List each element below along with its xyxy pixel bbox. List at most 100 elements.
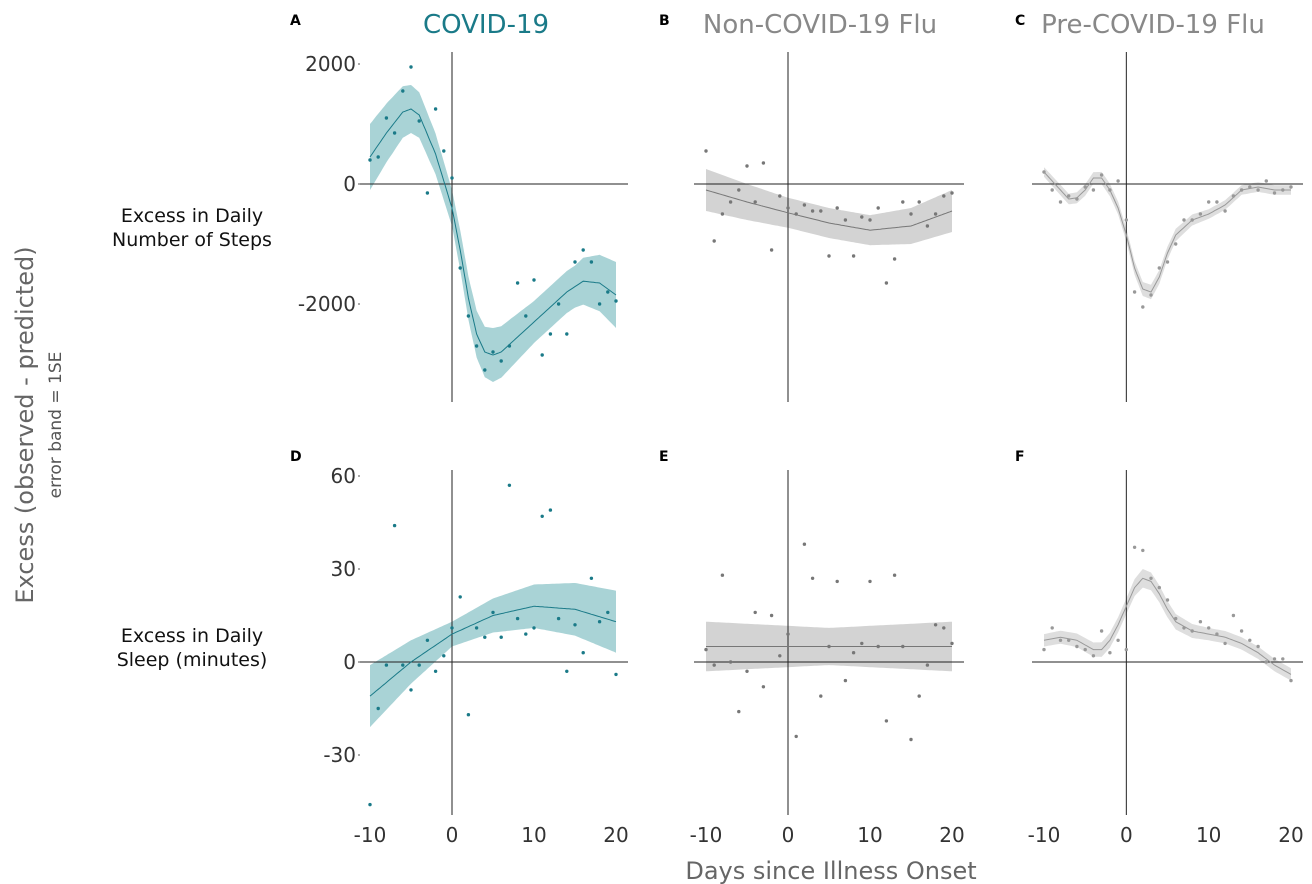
data-point bbox=[1157, 585, 1162, 590]
data-point bbox=[950, 191, 954, 195]
y-tick-label: -30 bbox=[323, 743, 356, 767]
data-point bbox=[433, 107, 438, 111]
panel-letter-F: F bbox=[1015, 449, 1025, 465]
data-point bbox=[769, 248, 774, 252]
data-point bbox=[810, 209, 815, 213]
data-point bbox=[950, 641, 954, 646]
data-point bbox=[548, 508, 553, 512]
data-point bbox=[1248, 638, 1252, 642]
data-point bbox=[1157, 266, 1162, 270]
data-point bbox=[1165, 260, 1170, 264]
data-point bbox=[1050, 188, 1054, 192]
x-tick-label: 20 bbox=[603, 823, 628, 847]
data-point bbox=[876, 206, 880, 210]
data-point bbox=[769, 613, 774, 618]
data-point bbox=[450, 176, 454, 180]
data-point bbox=[810, 576, 815, 580]
row-label-steps-line1: Excess in Daily bbox=[121, 205, 263, 227]
data-point bbox=[614, 672, 618, 677]
data-point bbox=[581, 651, 585, 655]
data-point bbox=[450, 626, 454, 630]
data-point bbox=[1281, 657, 1285, 661]
data-point bbox=[483, 368, 487, 372]
data-point bbox=[392, 523, 397, 528]
data-point bbox=[909, 737, 913, 742]
data-point bbox=[565, 332, 569, 336]
data-point bbox=[1207, 200, 1211, 204]
data-point bbox=[901, 644, 905, 649]
data-point bbox=[548, 332, 553, 336]
data-point bbox=[1083, 647, 1087, 652]
error-band bbox=[370, 85, 616, 382]
data-point bbox=[860, 641, 864, 646]
data-point bbox=[868, 579, 872, 584]
data-point bbox=[1281, 188, 1285, 192]
data-point bbox=[868, 218, 872, 222]
data-point bbox=[1198, 620, 1203, 624]
data-point bbox=[1207, 626, 1211, 630]
data-point bbox=[442, 149, 446, 153]
data-point bbox=[1182, 626, 1186, 630]
data-point bbox=[1067, 194, 1071, 198]
data-point bbox=[1058, 200, 1063, 204]
y-tick-label: 30 bbox=[331, 557, 356, 581]
data-point bbox=[1256, 644, 1260, 649]
error-band bbox=[370, 583, 616, 728]
data-point bbox=[1264, 660, 1269, 664]
data-point bbox=[384, 663, 389, 667]
data-point bbox=[1248, 185, 1252, 189]
data-point bbox=[1289, 185, 1293, 189]
y-tick-label: 0 bbox=[343, 172, 356, 196]
data-point bbox=[368, 802, 372, 807]
data-point bbox=[1272, 191, 1277, 195]
data-point bbox=[524, 632, 528, 636]
data-point bbox=[474, 626, 479, 630]
data-point bbox=[1116, 638, 1120, 642]
data-point bbox=[737, 709, 741, 714]
data-point bbox=[507, 483, 512, 487]
data-point bbox=[491, 350, 495, 354]
panel-E: E -10 0 10 20 bbox=[659, 449, 965, 847]
data-point bbox=[892, 573, 897, 577]
data-point bbox=[728, 200, 733, 204]
column-title-pre-covid-flu: Pre-COVID-19 Flu bbox=[1041, 10, 1265, 40]
data-point bbox=[925, 663, 930, 667]
data-point bbox=[802, 203, 807, 207]
x-tick-label: 0 bbox=[446, 823, 459, 847]
data-point bbox=[860, 215, 864, 219]
data-point bbox=[540, 353, 544, 357]
data-point bbox=[761, 685, 766, 689]
data-point bbox=[1174, 616, 1178, 621]
data-point bbox=[827, 644, 831, 649]
data-point bbox=[901, 200, 905, 204]
data-point bbox=[1141, 548, 1145, 553]
data-point bbox=[466, 314, 471, 318]
data-point bbox=[835, 206, 839, 210]
data-point bbox=[737, 188, 741, 192]
data-point bbox=[368, 158, 372, 162]
data-point bbox=[753, 610, 757, 615]
data-point bbox=[851, 254, 856, 258]
row-label-steps-line2: Number of Steps bbox=[112, 229, 272, 251]
data-point bbox=[917, 694, 921, 698]
data-point bbox=[573, 623, 577, 627]
data-point bbox=[1132, 545, 1137, 549]
data-point bbox=[933, 623, 938, 627]
panel-letter-B: B bbox=[659, 13, 670, 29]
data-point bbox=[376, 706, 380, 711]
data-point bbox=[794, 212, 798, 216]
x-tick-label: -10 bbox=[354, 823, 387, 847]
data-point bbox=[1149, 576, 1153, 580]
data-point bbox=[933, 212, 938, 216]
data-point bbox=[532, 278, 536, 282]
y-tick-label: -2000 bbox=[298, 292, 356, 316]
data-point bbox=[1223, 209, 1227, 213]
data-point bbox=[1099, 173, 1104, 177]
data-point bbox=[507, 344, 512, 348]
data-point bbox=[851, 651, 856, 655]
x-tick-label: 0 bbox=[1120, 823, 1133, 847]
data-point bbox=[606, 610, 610, 615]
data-point bbox=[1231, 194, 1236, 198]
data-point bbox=[1198, 212, 1203, 216]
